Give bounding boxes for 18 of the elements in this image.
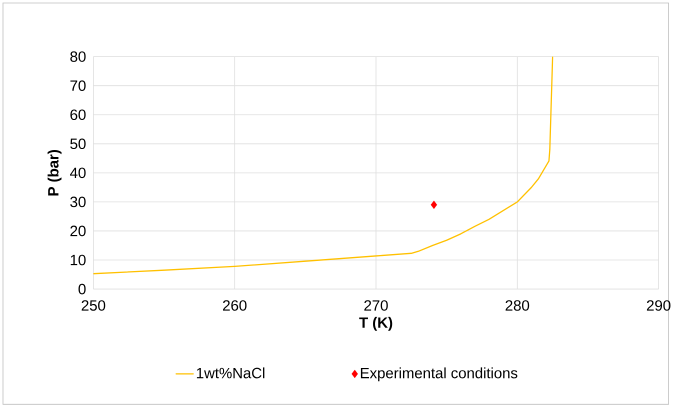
y-tick-label: 40 xyxy=(70,167,86,178)
x-axis-title: T (K) xyxy=(359,316,392,331)
y-tick-label: 60 xyxy=(70,109,86,120)
x-tick-label: 290 xyxy=(646,300,670,311)
y-tick-label: 50 xyxy=(70,138,86,149)
x-tick-label: 260 xyxy=(223,300,247,311)
legend-label: 1wt%NaCl xyxy=(196,367,264,378)
x-tick-label: 280 xyxy=(506,300,530,311)
y-tick-label: 70 xyxy=(70,80,86,91)
x-tick-label: 250 xyxy=(82,300,106,311)
y-axis-title: P (bar) xyxy=(48,150,62,196)
y-tick-label: 0 xyxy=(78,284,86,294)
y-tick-label: 80 xyxy=(70,51,86,62)
x-tick-label: 270 xyxy=(364,300,388,311)
y-tick-label: 10 xyxy=(70,254,86,266)
legend-label: Experimental conditions xyxy=(360,367,518,382)
y-tick-label: 30 xyxy=(70,196,86,208)
y-tick-label: 20 xyxy=(70,226,86,236)
